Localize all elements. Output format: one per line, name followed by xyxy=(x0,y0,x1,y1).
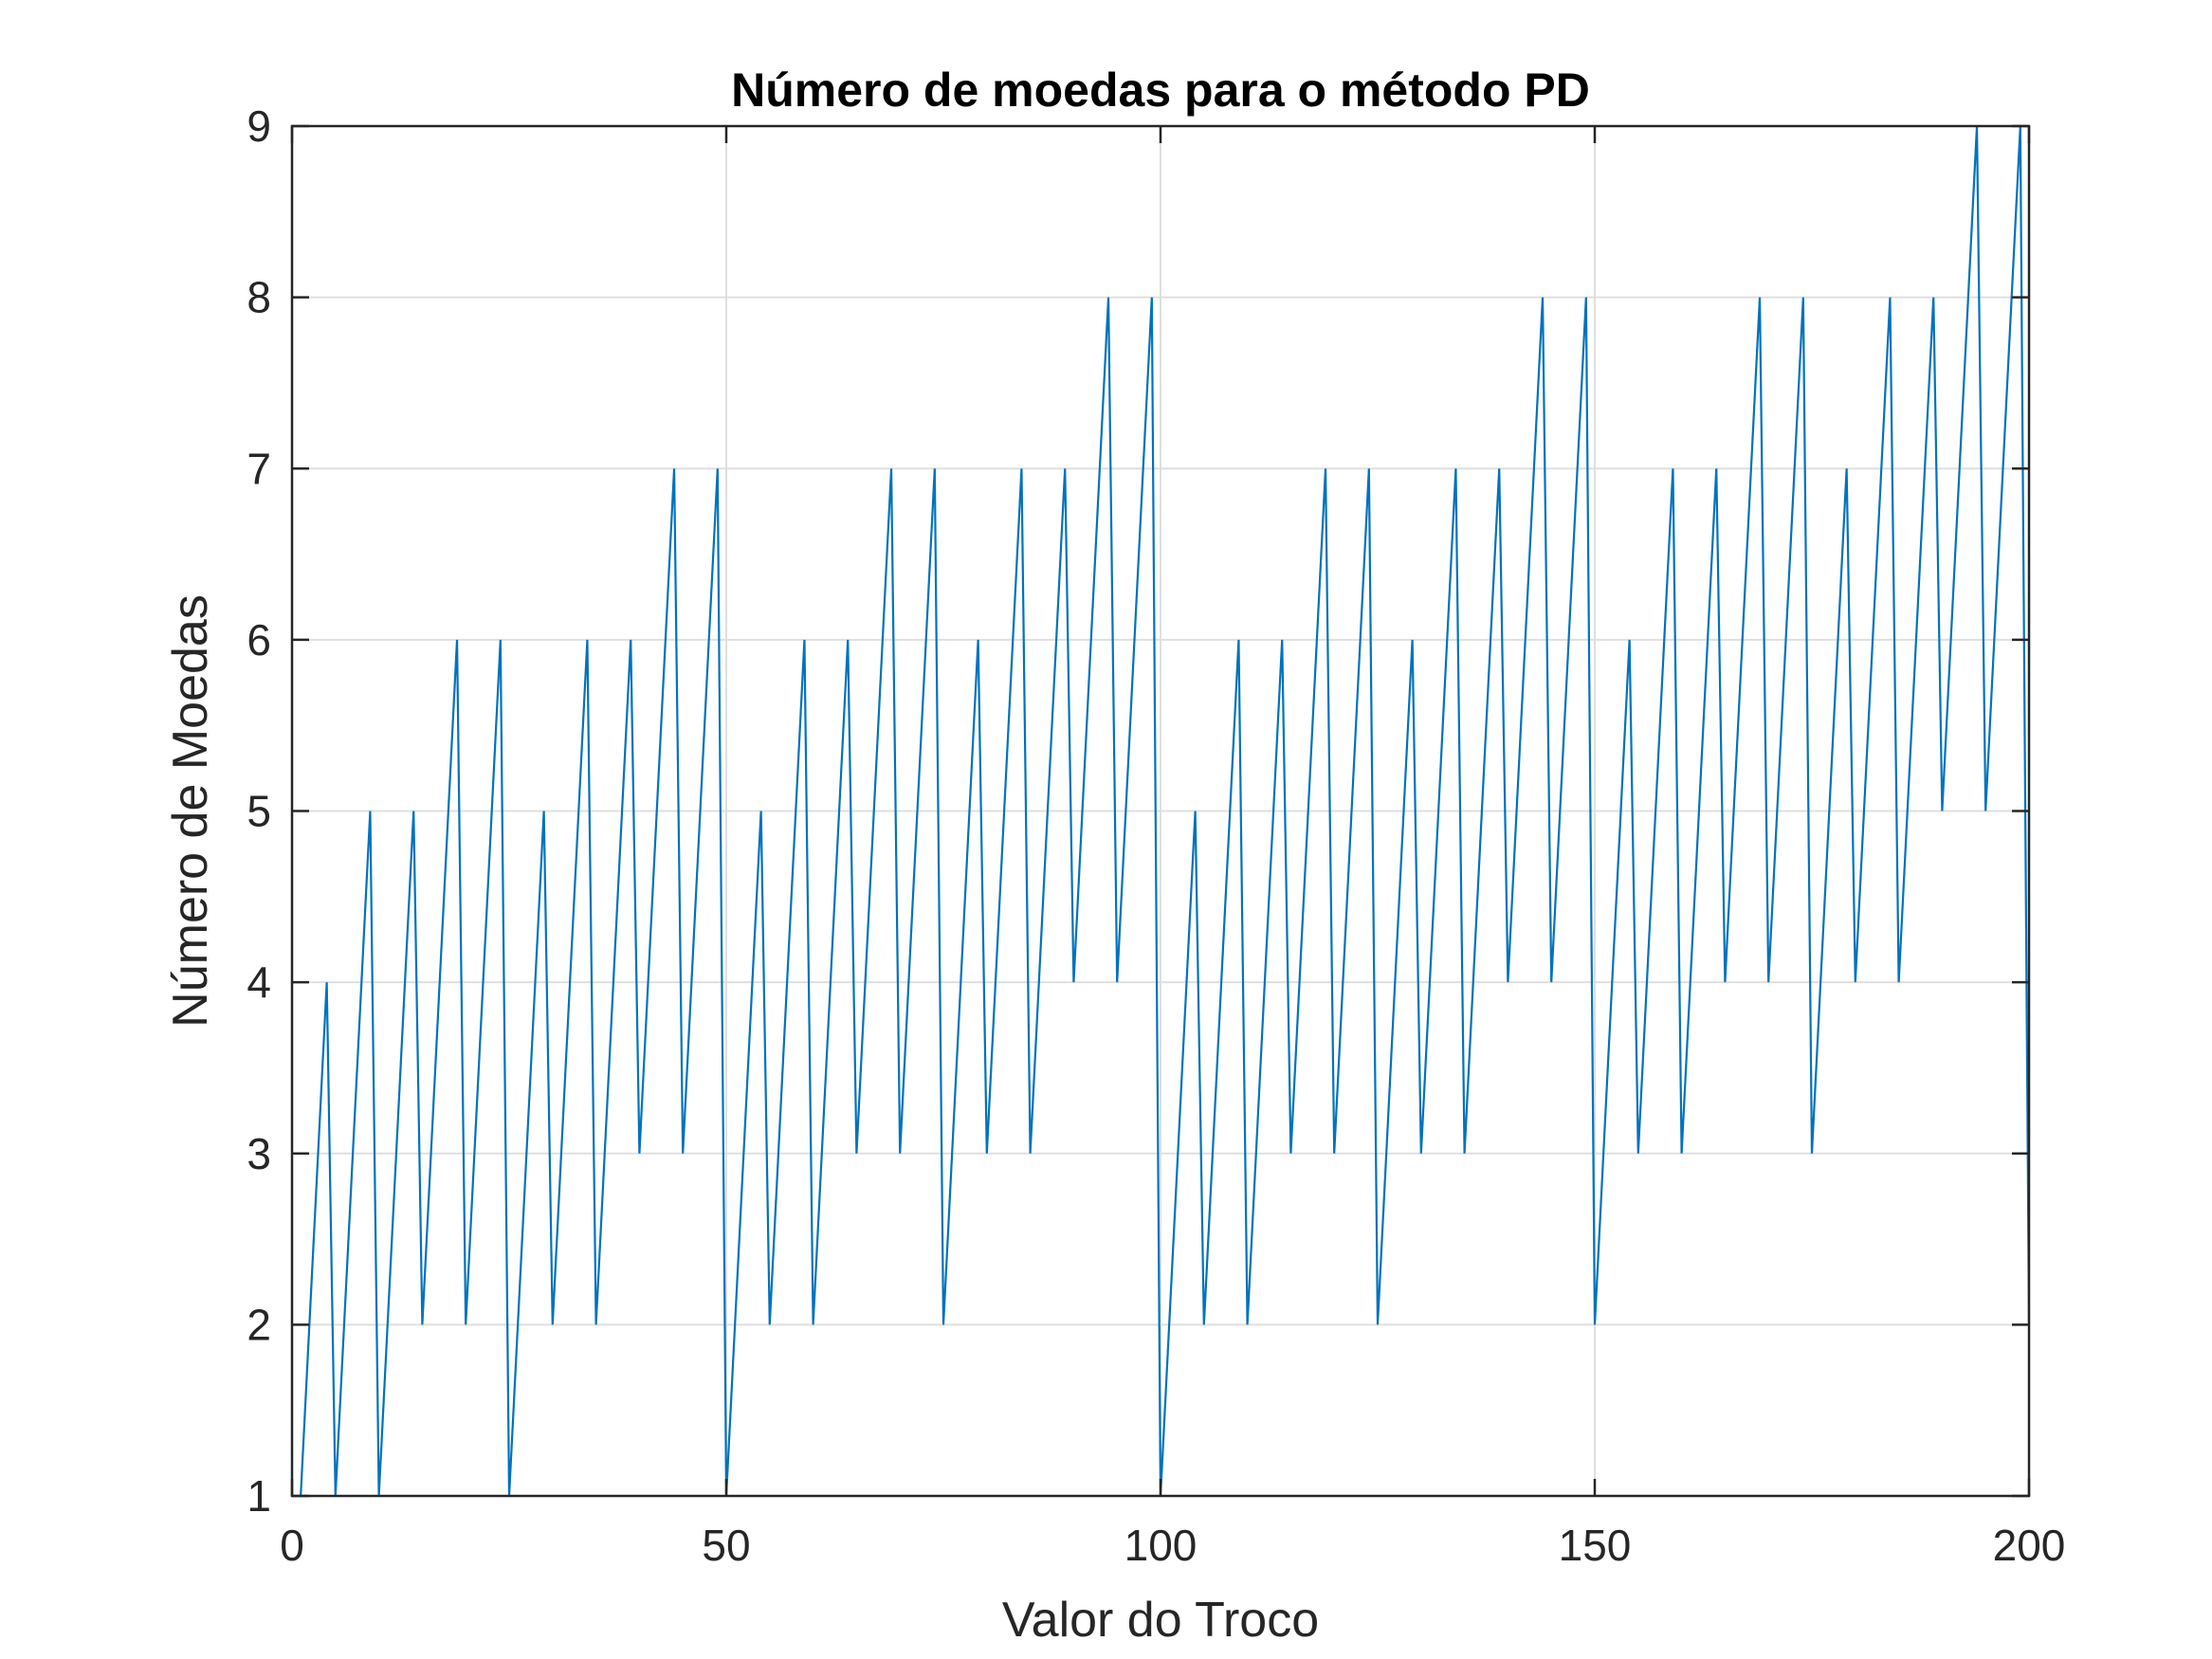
x-tick-label: 100 xyxy=(1124,1521,1197,1570)
x-tick-label: 0 xyxy=(280,1521,304,1570)
ticks: 0 50 100 150 200 1 2 3 4 5 6 7 8 9 xyxy=(247,101,2065,1570)
x-tick-label: 50 xyxy=(702,1521,750,1570)
y-tick-label: 8 xyxy=(247,273,271,322)
y-tick-label: 1 xyxy=(247,1471,271,1521)
y-tick-label: 5 xyxy=(247,787,271,836)
series-line xyxy=(300,125,2031,1497)
y-tick-label: 6 xyxy=(247,615,271,665)
y-tick-label: 4 xyxy=(247,957,271,1007)
y-tick-label: 2 xyxy=(247,1300,271,1349)
x-tick-label: 150 xyxy=(1559,1521,1632,1570)
y-tick-label: 3 xyxy=(247,1129,271,1178)
y-tick-label: 7 xyxy=(247,444,271,493)
x-axis-label: Valor do Troco xyxy=(1002,1593,1319,1648)
x-tick-label: 200 xyxy=(1993,1521,2066,1570)
chart-title: Número de moedas para o método PD xyxy=(731,64,1590,117)
y-axis-label: Número de Moedas xyxy=(163,594,218,1028)
y-tick-label: 9 xyxy=(247,101,271,151)
